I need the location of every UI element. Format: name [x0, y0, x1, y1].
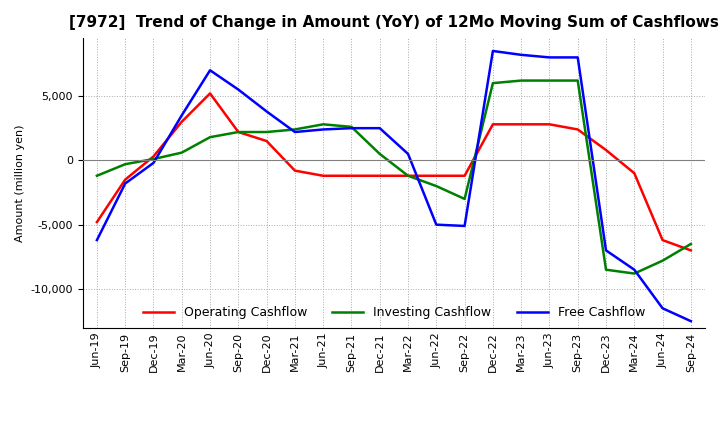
Line: Investing Cashflow: Investing Cashflow	[97, 81, 691, 274]
Free Cashflow	[404, 151, 413, 157]
Investing Cashflow	[291, 127, 300, 132]
Free Cashflow	[291, 129, 300, 135]
Operating Cashflow	[121, 177, 130, 182]
Operating Cashflow	[517, 122, 526, 127]
Free Cashflow	[347, 125, 356, 131]
Free Cashflow	[658, 306, 667, 311]
Line: Free Cashflow: Free Cashflow	[97, 51, 691, 321]
Investing Cashflow	[404, 173, 413, 178]
Free Cashflow	[517, 52, 526, 58]
Investing Cashflow	[489, 81, 498, 86]
Free Cashflow	[206, 68, 215, 73]
Investing Cashflow	[517, 78, 526, 83]
Title: [7972]  Trend of Change in Amount (YoY) of 12Mo Moving Sum of Cashflows: [7972] Trend of Change in Amount (YoY) o…	[69, 15, 719, 30]
Operating Cashflow	[319, 173, 328, 178]
Free Cashflow	[177, 113, 186, 118]
Investing Cashflow	[602, 267, 611, 272]
Free Cashflow	[602, 248, 611, 253]
Investing Cashflow	[347, 124, 356, 129]
Operating Cashflow	[573, 127, 582, 132]
Free Cashflow	[319, 127, 328, 132]
Legend: Operating Cashflow, Investing Cashflow, Free Cashflow: Operating Cashflow, Investing Cashflow, …	[138, 301, 650, 324]
Investing Cashflow	[319, 122, 328, 127]
Investing Cashflow	[573, 78, 582, 83]
Investing Cashflow	[149, 156, 158, 161]
Operating Cashflow	[687, 248, 696, 253]
Investing Cashflow	[432, 183, 441, 189]
Operating Cashflow	[432, 173, 441, 178]
Investing Cashflow	[687, 241, 696, 246]
Free Cashflow	[489, 48, 498, 54]
Investing Cashflow	[658, 258, 667, 263]
Operating Cashflow	[177, 119, 186, 125]
Free Cashflow	[460, 224, 469, 229]
Line: Operating Cashflow: Operating Cashflow	[97, 93, 691, 250]
Investing Cashflow	[375, 151, 384, 157]
Operating Cashflow	[489, 122, 498, 127]
Investing Cashflow	[93, 173, 102, 178]
Operating Cashflow	[347, 173, 356, 178]
Operating Cashflow	[149, 154, 158, 159]
Free Cashflow	[93, 238, 102, 243]
Operating Cashflow	[375, 173, 384, 178]
Investing Cashflow	[121, 161, 130, 167]
Operating Cashflow	[291, 168, 300, 173]
Operating Cashflow	[93, 220, 102, 225]
Free Cashflow	[149, 160, 158, 165]
Operating Cashflow	[206, 91, 215, 96]
Y-axis label: Amount (million yen): Amount (million yen)	[15, 124, 25, 242]
Operating Cashflow	[602, 147, 611, 153]
Operating Cashflow	[404, 173, 413, 178]
Operating Cashflow	[262, 139, 271, 144]
Investing Cashflow	[262, 129, 271, 135]
Free Cashflow	[432, 222, 441, 227]
Investing Cashflow	[630, 271, 639, 276]
Free Cashflow	[121, 181, 130, 186]
Operating Cashflow	[630, 171, 639, 176]
Operating Cashflow	[545, 122, 554, 127]
Free Cashflow	[375, 125, 384, 131]
Investing Cashflow	[177, 150, 186, 155]
Free Cashflow	[262, 109, 271, 114]
Operating Cashflow	[234, 129, 243, 135]
Free Cashflow	[234, 87, 243, 92]
Investing Cashflow	[234, 129, 243, 135]
Investing Cashflow	[206, 135, 215, 140]
Free Cashflow	[545, 55, 554, 60]
Investing Cashflow	[545, 78, 554, 83]
Operating Cashflow	[658, 238, 667, 243]
Free Cashflow	[687, 319, 696, 324]
Operating Cashflow	[460, 173, 469, 178]
Free Cashflow	[630, 267, 639, 272]
Free Cashflow	[573, 55, 582, 60]
Investing Cashflow	[460, 196, 469, 202]
